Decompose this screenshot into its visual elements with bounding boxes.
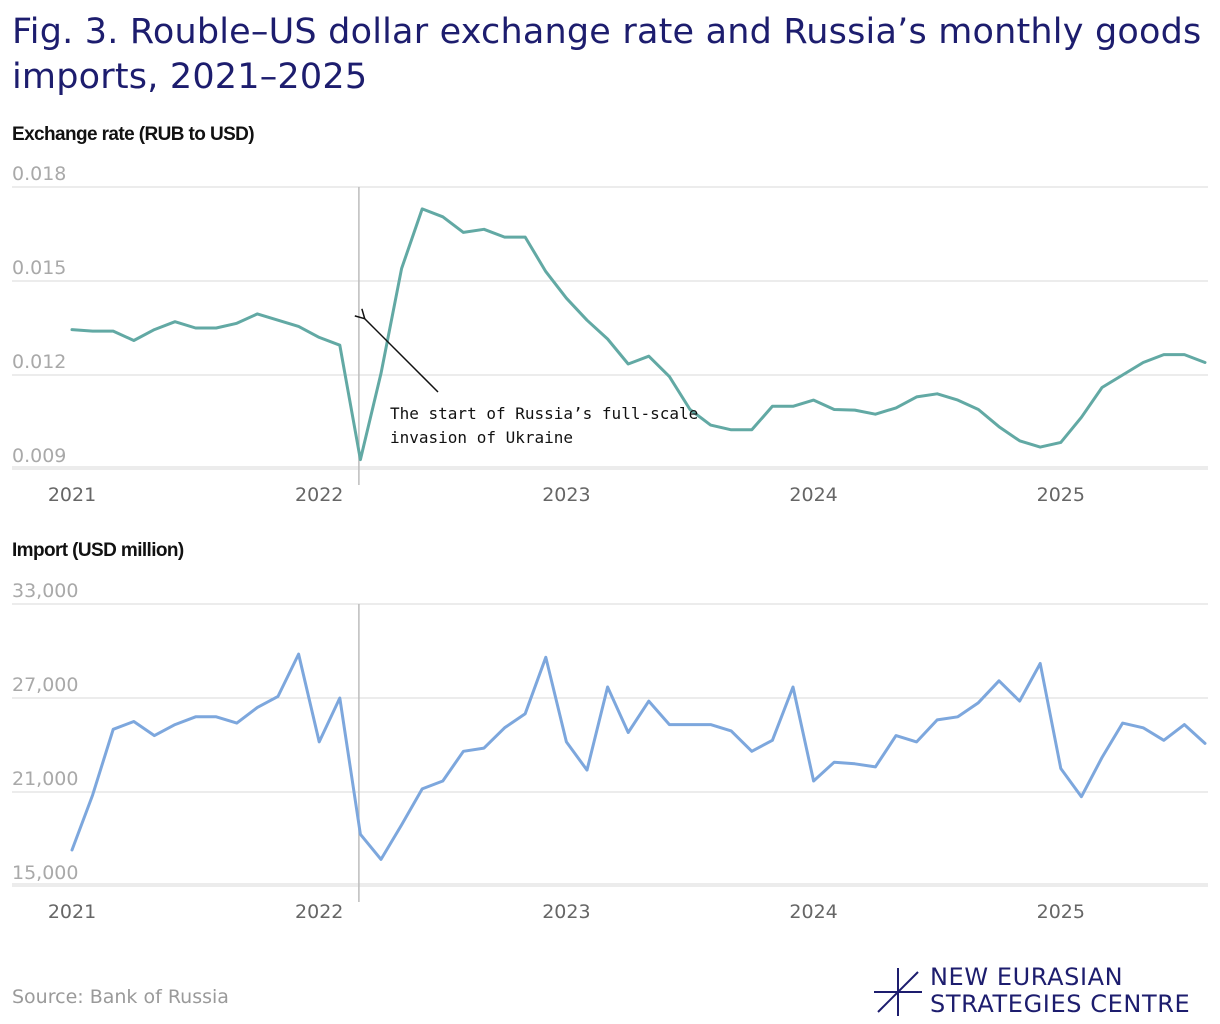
y-tick-label: 27,000 [12,674,78,696]
x-tick-label: 2024 [789,484,837,506]
x-tick-label: 2021 [48,901,96,923]
x-tick-label: 2023 [542,901,590,923]
nesc-logo-icon [874,968,922,1016]
x-tick-label: 2025 [1037,901,1085,923]
exchange-rate-series-line [70,207,1207,462]
annotation-arrow [364,318,439,393]
x-tick-label: 2024 [789,901,837,923]
annotation-text-line-1: The start of Russia’s full-scale [390,404,698,423]
x-tick-label: 2023 [542,484,590,506]
imports-panel-label: Import (USD million) [12,540,184,561]
x-tick-label: 2022 [295,901,343,923]
y-tick-label: 0.012 [12,351,66,373]
annotation-text-line-2: invasion of Ukraine [390,428,573,447]
source-note: Source: Bank of Russia [12,986,229,1008]
y-tick-label: 15,000 [12,862,78,884]
logo-line-1: NEW EURASIAN [930,963,1124,991]
y-tick-label: 0.018 [12,163,66,185]
imports-chart: 15,000 21,000 27,000 33,000 2021 2022 2023 2024… [12,580,1208,923]
figure-title: Fig. 3. Rouble–US dollar exchange rate a… [12,12,1202,97]
logo-line-2: STRATEGIES CENTRE [930,990,1191,1018]
nesc-logo: NEW EURASIAN STRATEGIES CENTRE [872,962,1212,1022]
x-tick-label: 2025 [1037,484,1085,506]
exchange-rate-panel-label: Exchange rate (RUB to USD) [12,124,255,145]
x-tick-label: 2021 [48,484,96,506]
x-tick-label: 2022 [295,484,343,506]
y-tick-label: 0.009 [12,445,66,467]
exchange-rate-chart: 0.009 0.012 0.015 0.018 2021 2022 2023 2024 2025… [12,163,1208,506]
y-tick-label: 33,000 [12,580,78,602]
imports-series-line [70,652,1207,861]
y-tick-label: 0.015 [12,257,66,279]
y-tick-label: 21,000 [12,768,78,790]
